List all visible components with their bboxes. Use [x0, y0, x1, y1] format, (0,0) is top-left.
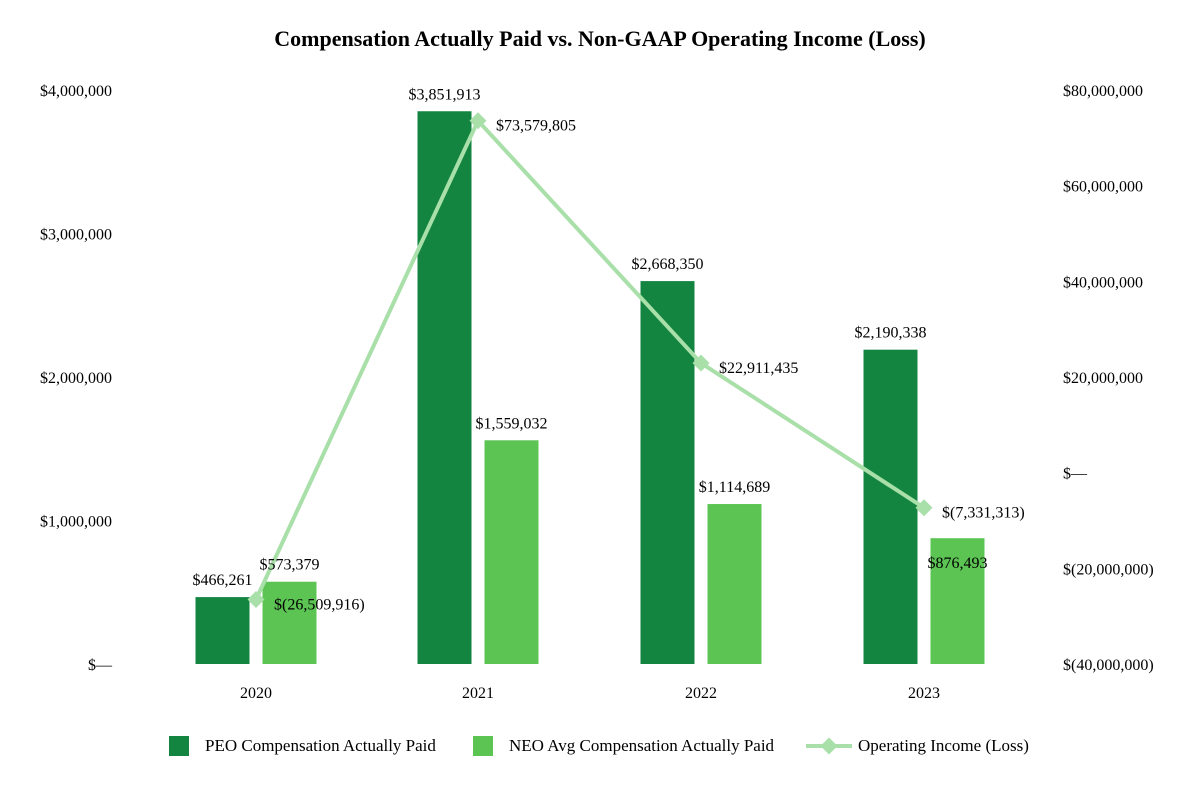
- legend-item-neo[interactable]: NEO Avg Compensation Actually Paid: [473, 736, 774, 756]
- x-axis-tick-label: 2021: [462, 685, 494, 702]
- legend-label-operating-income: Operating Income (Loss): [858, 736, 1029, 755]
- neo-data-label: $1,559,032: [476, 415, 548, 432]
- legend: PEO Compensation Actually Paid NEO Avg C…: [0, 736, 1200, 762]
- operating-income-marker-2020[interactable]: [247, 590, 265, 608]
- peo-data-label: $3,851,913: [409, 86, 481, 103]
- legend-item-peo[interactable]: PEO Compensation Actually Paid: [169, 736, 436, 756]
- peo-bar-2022[interactable]: [640, 281, 695, 664]
- legend-swatch-operating-income: [806, 736, 852, 756]
- x-axis-tick-label: 2022: [685, 685, 717, 702]
- operating-income-data-label: $73,579,805: [496, 118, 576, 135]
- data-labels-group: $466,261 $3,851,913 $2,668,350 $2,190,338 $5…: [193, 86, 1025, 613]
- neo-data-label: $1,114,689: [699, 479, 770, 496]
- right-axis: $(40,000,000) $(20,000,000) $— $20,000,000 $…: [1063, 83, 1154, 674]
- right-axis-tick-label: $(20,000,000): [1063, 561, 1154, 578]
- right-axis-tick-label: $80,000,000: [1063, 83, 1143, 100]
- left-axis-tick-label: $4,000,000: [40, 83, 112, 100]
- neo-bar-2023[interactable]: [930, 538, 985, 664]
- peo-bar-2023[interactable]: [863, 349, 918, 664]
- left-axis-tick-label: $2,000,000: [40, 370, 112, 387]
- operating-income-marker-2023[interactable]: [915, 499, 933, 517]
- operating-income-data-label: $22,911,435: [719, 360, 798, 377]
- x-axis: 2020 2021 2022 2023: [240, 685, 940, 702]
- neo-bar-2020[interactable]: [262, 581, 317, 664]
- x-axis-tick-label: 2023: [908, 685, 940, 702]
- neo-data-label: $573,379: [260, 557, 320, 574]
- legend-item-operating-income[interactable]: Operating Income (Loss): [806, 736, 1029, 756]
- neo-bar-2021[interactable]: [484, 440, 539, 664]
- right-axis-tick-label: $(40,000,000): [1063, 657, 1154, 674]
- legend-swatch-peo: [169, 736, 189, 756]
- peo-data-label: $466,261: [193, 572, 253, 589]
- operating-income-line: [254, 118, 926, 601]
- operating-income-data-label: $(7,331,313): [942, 505, 1025, 522]
- bars-group: [195, 111, 985, 664]
- peo-data-label: $2,190,338: [855, 325, 927, 342]
- chart-plot: $— $1,000,000 $2,000,000 $3,000,000 $4,000,0…: [40, 83, 1154, 702]
- x-axis-tick-label: 2020: [240, 685, 272, 702]
- peo-data-label: $2,668,350: [632, 256, 704, 273]
- operating-income-data-label: $(26,509,916): [274, 596, 365, 613]
- legend-label-peo: PEO Compensation Actually Paid: [205, 736, 436, 755]
- peo-bar-2021[interactable]: [417, 111, 472, 664]
- peo-bar-2020[interactable]: [195, 597, 250, 664]
- legend-label-neo: NEO Avg Compensation Actually Paid: [509, 736, 775, 755]
- right-axis-tick-label: $60,000,000: [1063, 179, 1143, 196]
- right-axis-tick-label: $20,000,000: [1063, 370, 1143, 387]
- neo-bar-2022[interactable]: [707, 504, 762, 664]
- left-axis-tick-label: $1,000,000: [40, 514, 112, 531]
- operating-income-marker-2022[interactable]: [692, 354, 710, 372]
- right-axis-tick-label: $—: [1063, 466, 1088, 483]
- neo-data-label: $876,493: [928, 555, 988, 572]
- operating-income-marker-2021[interactable]: [469, 112, 487, 130]
- left-axis: $— $1,000,000 $2,000,000 $3,000,000 $4,000,0…: [40, 83, 113, 674]
- left-axis-tick-label: $3,000,000: [40, 227, 112, 244]
- operating-income-line-group: [247, 112, 933, 608]
- left-axis-tick-label: $—: [88, 657, 113, 674]
- right-axis-tick-label: $40,000,000: [1063, 274, 1143, 291]
- chart-title: Compensation Actually Paid vs. Non-GAAP …: [274, 26, 926, 51]
- legend-swatch-neo: [473, 736, 493, 756]
